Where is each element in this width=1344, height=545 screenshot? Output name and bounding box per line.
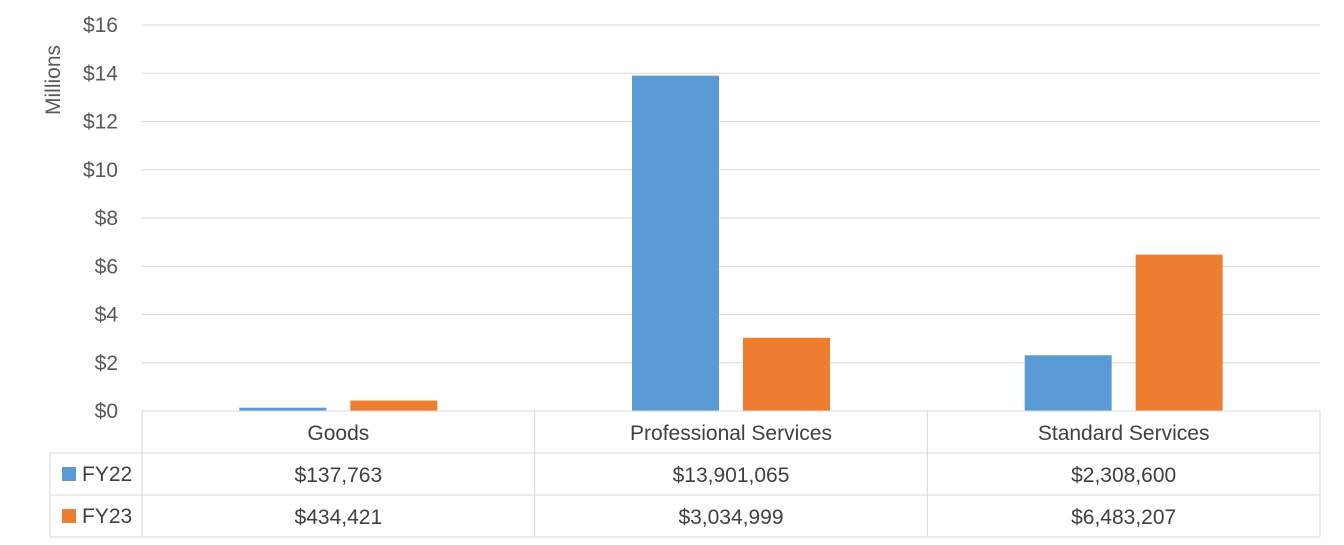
y-axis-ticks: $0 $2 $4 $6 $8 $10 $12 $14 $16 <box>83 14 118 423</box>
y-tick-label: $2 <box>95 352 118 375</box>
bar-fy22-goods <box>239 407 327 411</box>
data-label: $2,308,600 <box>1071 464 1176 487</box>
y-tick-label: $8 <box>95 207 118 230</box>
legend-key-fy23 <box>62 509 76 523</box>
data-label: $3,034,999 <box>678 506 783 529</box>
y-tick-label: $6 <box>95 255 118 278</box>
bar-fy23-standard-services <box>1135 254 1223 411</box>
data-label: $434,421 <box>295 506 383 529</box>
y-tick-label: $10 <box>83 159 118 182</box>
x-category-label: Standard Services <box>1038 422 1210 445</box>
bar-fy22-standard-services <box>1024 355 1112 411</box>
gridlines <box>142 24 1320 412</box>
data-label: $137,763 <box>295 464 383 487</box>
legend-label-fy22: FY22 <box>82 463 132 486</box>
y-tick-label: $14 <box>83 62 118 85</box>
data-table: Goods Professional Services Standard Servi… <box>49 410 1321 538</box>
y-tick-label: $4 <box>95 304 119 327</box>
x-category-label: Goods <box>307 422 369 445</box>
y-axis-title: Millions <box>42 45 65 115</box>
bars <box>239 75 1223 411</box>
data-label: $6,483,207 <box>1071 506 1176 529</box>
bar-fy23-goods <box>350 400 438 411</box>
bar-fy23-professional-services <box>743 337 830 411</box>
legend-label-fy23: FY23 <box>82 505 132 528</box>
y-tick-label: $0 <box>95 400 118 423</box>
x-category-label: Professional Services <box>630 422 832 445</box>
bar-fy22-professional-services <box>632 75 719 411</box>
legend-key-fy22 <box>62 467 76 481</box>
y-tick-label: $12 <box>83 111 118 134</box>
data-label: $13,901,065 <box>673 464 790 487</box>
y-tick-label: $16 <box>83 14 118 37</box>
